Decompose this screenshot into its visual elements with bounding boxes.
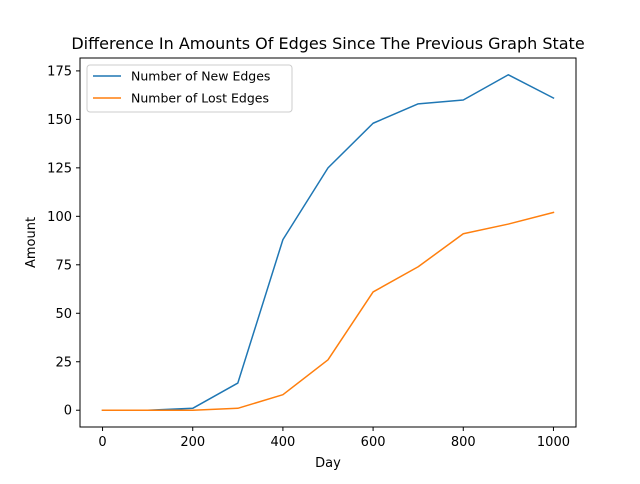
y-tick-label: 75	[55, 258, 72, 273]
x-tick-label: 400	[270, 435, 295, 450]
series-line-2	[101, 211, 555, 411]
x-tick-label: 800	[451, 435, 476, 450]
legend-label-1: Number of New Edges	[131, 69, 270, 84]
series-lines	[101, 74, 555, 411]
x-tick-label: 1000	[537, 435, 570, 450]
series-line-1	[101, 74, 555, 411]
x-tick-label: 200	[180, 435, 205, 450]
chart-title: Difference In Amounts Of Edges Since The…	[71, 34, 584, 53]
x-axis-label: Day	[315, 456, 341, 471]
y-tick-label: 175	[47, 64, 72, 79]
y-tick-label: 50	[55, 307, 72, 322]
y-tick-label: 25	[55, 355, 72, 370]
legend-box	[86, 64, 293, 113]
y-tick-label: 150	[47, 113, 72, 128]
x-axis: 0 200 400 600 800 1000	[98, 427, 570, 450]
y-tick-label: 100	[47, 210, 72, 225]
legend-label-2: Number of Lost Edges	[131, 91, 269, 106]
plot-frame	[79, 57, 577, 428]
y-tick-label: 0	[64, 404, 72, 419]
x-tick-label: 600	[361, 435, 386, 450]
y-tick-label: 125	[47, 161, 72, 176]
y-axis-label: Amount	[24, 217, 39, 268]
legend: Number of New Edges Number of Lost Edges	[86, 64, 293, 113]
y-axis: 0 25 50 75 100 125 150 175	[47, 64, 80, 419]
x-tick-label: 0	[98, 435, 106, 450]
